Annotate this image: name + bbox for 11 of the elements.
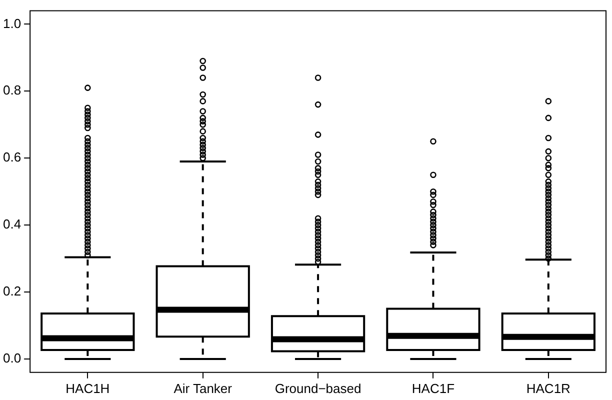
y-tick-label: 0.2: [2, 284, 22, 299]
x-tick-label: Ground−based: [274, 380, 362, 396]
x-tick-label: HAC1H: [66, 380, 110, 396]
y-tick-label: 0.8: [2, 82, 22, 98]
y-tick-label: 0.4: [2, 216, 22, 232]
x-tick-label: HAC1R: [526, 380, 570, 396]
y-tick-label: 1.0: [2, 16, 22, 31]
x-tick-label: HAC1F: [412, 380, 455, 396]
y-tick-label: 0.6: [2, 150, 22, 165]
x-tick-label: Air Tanker: [174, 380, 233, 396]
y-tick-label: 0.0: [2, 350, 22, 366]
